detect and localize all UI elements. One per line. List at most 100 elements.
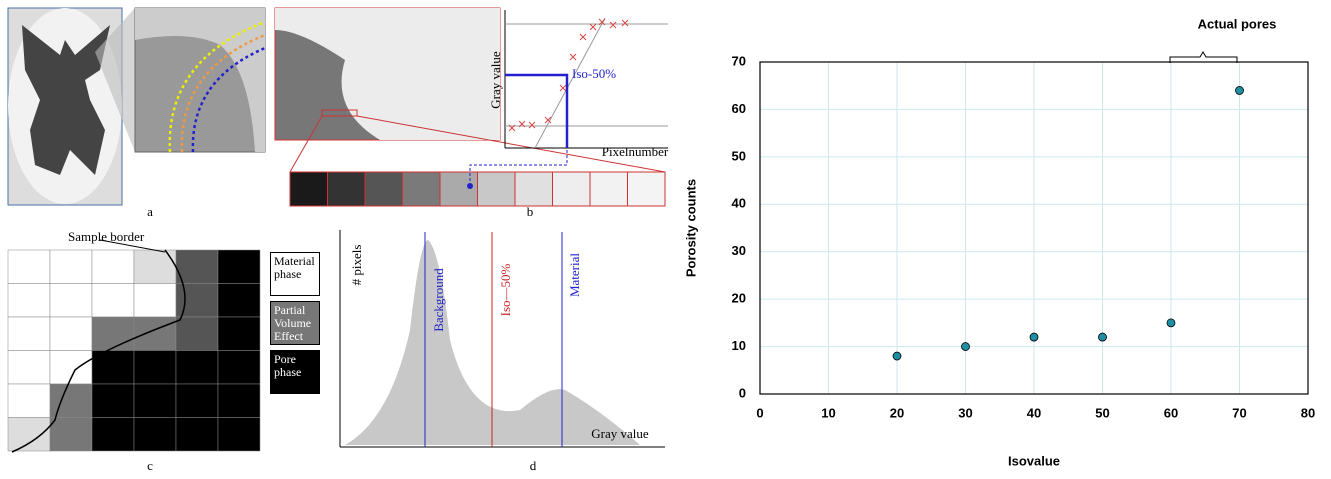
pixel-cell xyxy=(49,383,93,418)
y-tick-label: 50 xyxy=(732,148,746,163)
panel-label: a xyxy=(147,204,153,219)
pixel-cell xyxy=(133,283,177,318)
strip-cell xyxy=(514,171,553,207)
pixel-cell xyxy=(175,417,219,452)
scatter-chart: 0 10 20 30 40 50 60 70 80 0 10 20 30 40 50 60 70 xyxy=(732,53,1316,420)
roi xyxy=(321,109,358,117)
panel-label: b xyxy=(527,204,534,219)
pixel-cell xyxy=(175,350,219,385)
point xyxy=(1166,318,1176,328)
pixel-cell xyxy=(91,316,135,351)
b-iso-link xyxy=(469,150,568,186)
strip-cell xyxy=(439,171,478,207)
cross xyxy=(609,21,617,29)
pixel-cell xyxy=(7,350,51,385)
d-y-label: # pixels xyxy=(349,245,364,286)
y-axis-title: Porosity counts xyxy=(683,179,698,277)
contour-orange xyxy=(180,33,266,153)
strip-cell xyxy=(589,171,628,207)
cross xyxy=(569,53,577,61)
legend-pore: Pore phase xyxy=(270,350,320,394)
cross xyxy=(508,124,516,132)
pixel-cell xyxy=(133,249,177,284)
y-tick-label: 0 xyxy=(739,385,746,400)
pixel-cell xyxy=(217,283,261,318)
strip-cell xyxy=(289,171,328,207)
cross xyxy=(559,84,567,92)
pixel-cell xyxy=(49,283,93,318)
x-tick-label: 70 xyxy=(1232,405,1246,420)
cross xyxy=(528,121,536,129)
iso-label: Iso—50% xyxy=(498,263,513,316)
pixel-cell xyxy=(49,316,93,351)
strip-cell xyxy=(327,171,366,207)
pixel-cell xyxy=(7,249,51,284)
cross xyxy=(544,116,552,124)
material-label: Material xyxy=(567,253,582,297)
x-tick-label: 80 xyxy=(1301,405,1315,420)
x-axis-title: Isovalue xyxy=(1008,453,1060,468)
annotation-bracket xyxy=(1169,51,1238,63)
y-tick-label: 30 xyxy=(732,243,746,258)
legend-material: Material phase xyxy=(270,252,320,296)
pixel-cell xyxy=(91,249,135,284)
zoom-cone xyxy=(95,8,135,152)
pixel-cell xyxy=(49,249,93,284)
x-tick-label: 50 xyxy=(1095,405,1109,420)
pixel-cell xyxy=(91,350,135,385)
sample-part xyxy=(22,25,110,175)
b-iso-point xyxy=(467,183,473,189)
pixel-cell xyxy=(133,350,177,385)
pixel-cell xyxy=(7,417,51,452)
x-tick-label: 60 xyxy=(1164,405,1178,420)
strip-cell xyxy=(477,171,516,207)
cross xyxy=(518,120,526,128)
point xyxy=(892,351,902,361)
pixel-cell xyxy=(7,283,51,318)
pixel-cell xyxy=(133,417,177,452)
strip-cell xyxy=(364,171,403,207)
roi-link xyxy=(289,115,323,173)
pixel-cell xyxy=(217,350,261,385)
zoom-light xyxy=(135,8,265,152)
pixel-cell xyxy=(91,383,135,418)
pixel-cell xyxy=(175,249,219,284)
point xyxy=(961,342,970,351)
cross xyxy=(589,23,597,31)
pixel-cell xyxy=(91,417,135,452)
y-tick-label: 10 xyxy=(732,338,746,353)
pixel-cell xyxy=(175,283,219,318)
pixel-cell xyxy=(49,417,93,452)
pixel-cell xyxy=(217,316,261,351)
border-pointer xyxy=(99,239,166,253)
panel-label: d xyxy=(530,458,537,473)
b-x-label: Pixelnumber xyxy=(602,144,669,159)
b-y-label: Gray value xyxy=(488,51,503,109)
cross xyxy=(579,33,587,41)
pixel-cell xyxy=(217,383,261,418)
cross xyxy=(621,19,629,27)
cross xyxy=(598,18,606,26)
b-iso-line xyxy=(505,73,569,148)
point xyxy=(1029,332,1039,342)
x-tick-label: 40 xyxy=(1027,405,1041,420)
x-tick-label: 30 xyxy=(958,405,972,420)
pixel-cell xyxy=(91,283,135,318)
x-tick-label: 20 xyxy=(890,405,904,420)
pixel-cell xyxy=(133,316,177,351)
pixel-cell xyxy=(217,249,261,284)
y-tick-label: 20 xyxy=(732,291,746,306)
y-tick-label: 40 xyxy=(732,196,746,211)
y-tick-label: 70 xyxy=(732,53,746,68)
pixel-cell xyxy=(175,383,219,418)
background-label: Background xyxy=(431,268,446,332)
border-label: Sample border xyxy=(68,229,145,244)
pixel-cell xyxy=(133,383,177,418)
b-iso-label: Iso-50% xyxy=(572,66,616,81)
y-tick-label: 60 xyxy=(732,101,746,116)
pixel-cell xyxy=(217,417,261,452)
b-crosses xyxy=(508,18,629,132)
x-tick-label: 0 xyxy=(756,405,763,420)
